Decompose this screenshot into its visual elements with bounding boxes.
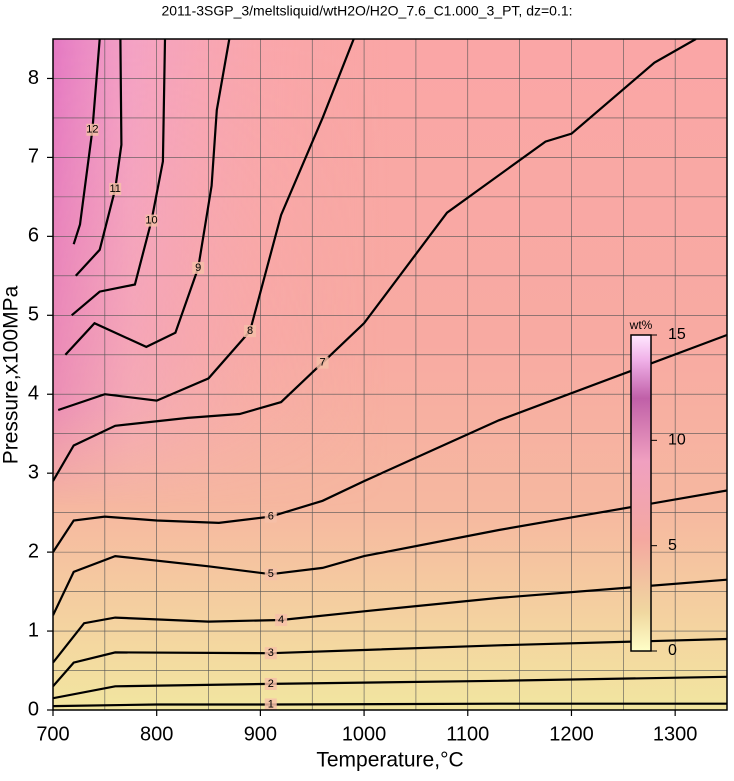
colorbar-tick-label: 5 <box>668 537 677 554</box>
contour-label-box <box>275 614 288 627</box>
contour-label-box <box>264 568 277 581</box>
contour-label-group: 3 <box>264 647 277 660</box>
contour-label: 4 <box>278 614 284 626</box>
contour-label-group: 2 <box>264 677 277 690</box>
colorbar-tick-label: 0 <box>668 642 677 659</box>
contour-label: 7 <box>320 357 326 369</box>
contour-label-group: 9 <box>192 261 205 274</box>
contour-label: 11 <box>110 183 121 195</box>
contour-label-group: 8 <box>244 325 257 338</box>
contour-label-group: 6 <box>264 510 277 523</box>
contour-label-box <box>145 214 158 227</box>
contour-line <box>64 39 231 356</box>
contour-label-box <box>264 677 277 690</box>
y-tick-label: 6 <box>28 225 39 247</box>
contour-line <box>53 637 727 688</box>
contour-label-box <box>264 510 277 523</box>
colorbar-tick-label: 10 <box>668 432 686 449</box>
y-tick-label: 2 <box>28 540 39 562</box>
plot-shading <box>53 39 727 710</box>
y-tick-label: 4 <box>28 383 39 405</box>
x-tick-label: 1000 <box>342 723 387 745</box>
contour-line <box>57 39 355 412</box>
contour-label-box <box>264 647 277 660</box>
contour-label-box <box>244 325 257 338</box>
contour-label-box <box>109 182 122 195</box>
contour-label-group: 10 <box>145 214 158 227</box>
colorbar: wt% 0 5 10 15 <box>629 318 686 659</box>
contour-label-box <box>192 261 205 274</box>
contour-label: 6 <box>268 511 274 523</box>
x-tick-label: 1300 <box>653 723 698 745</box>
colorbar-scale <box>630 334 652 652</box>
contour-label-group: 7 <box>316 356 329 369</box>
plot-frame <box>52 38 728 711</box>
contour-label: 12 <box>86 124 98 136</box>
contour-line <box>53 333 727 553</box>
contour-label-group: 11 <box>109 182 122 195</box>
grid <box>53 39 727 710</box>
y-tick-label: 3 <box>28 461 39 483</box>
y-tick-label: 5 <box>28 304 39 326</box>
y-tick-label: 8 <box>28 67 39 89</box>
y-tick-label: 1 <box>28 619 39 641</box>
colorbar-label: wt% <box>629 318 653 332</box>
contour-label-box <box>264 698 277 710</box>
contour-label: 5 <box>268 568 274 580</box>
contour-label-box <box>86 123 99 136</box>
contour-label: 8 <box>247 325 253 337</box>
contour-label: 9 <box>195 262 201 274</box>
contour-line <box>53 578 727 664</box>
x-tick-label: 800 <box>140 723 173 745</box>
chart-title: 2011-3SGP_3/meltsliquid/wtH2O/H2O_7.6_C1… <box>161 3 572 19</box>
y-axis-label: Pressure,x100MPa <box>0 285 23 464</box>
contour-line <box>70 39 167 317</box>
contour-label-group: 4 <box>275 614 288 627</box>
x-tick-label: 700 <box>36 723 69 745</box>
x-tick-label: 1100 <box>446 723 489 745</box>
contour-label: 1 <box>268 698 274 710</box>
colorbar-tick-label: 15 <box>668 326 686 343</box>
contour-label: 2 <box>268 678 274 690</box>
x-tick-label: 1200 <box>549 723 594 745</box>
y-tick-label: 0 <box>28 698 39 720</box>
contour-label-group: 12 <box>86 123 99 136</box>
x-tick-label: 900 <box>244 723 277 745</box>
contour-label-group: 5 <box>264 568 277 581</box>
contour-line <box>72 39 101 245</box>
contour-label: 3 <box>268 647 274 659</box>
y-tick-label: 7 <box>28 146 39 168</box>
x-axis-label: Temperature,°C <box>316 749 463 772</box>
contour-label-group: 1 <box>264 698 277 710</box>
contour-label-box <box>316 356 329 369</box>
contour-label: 10 <box>145 214 157 226</box>
